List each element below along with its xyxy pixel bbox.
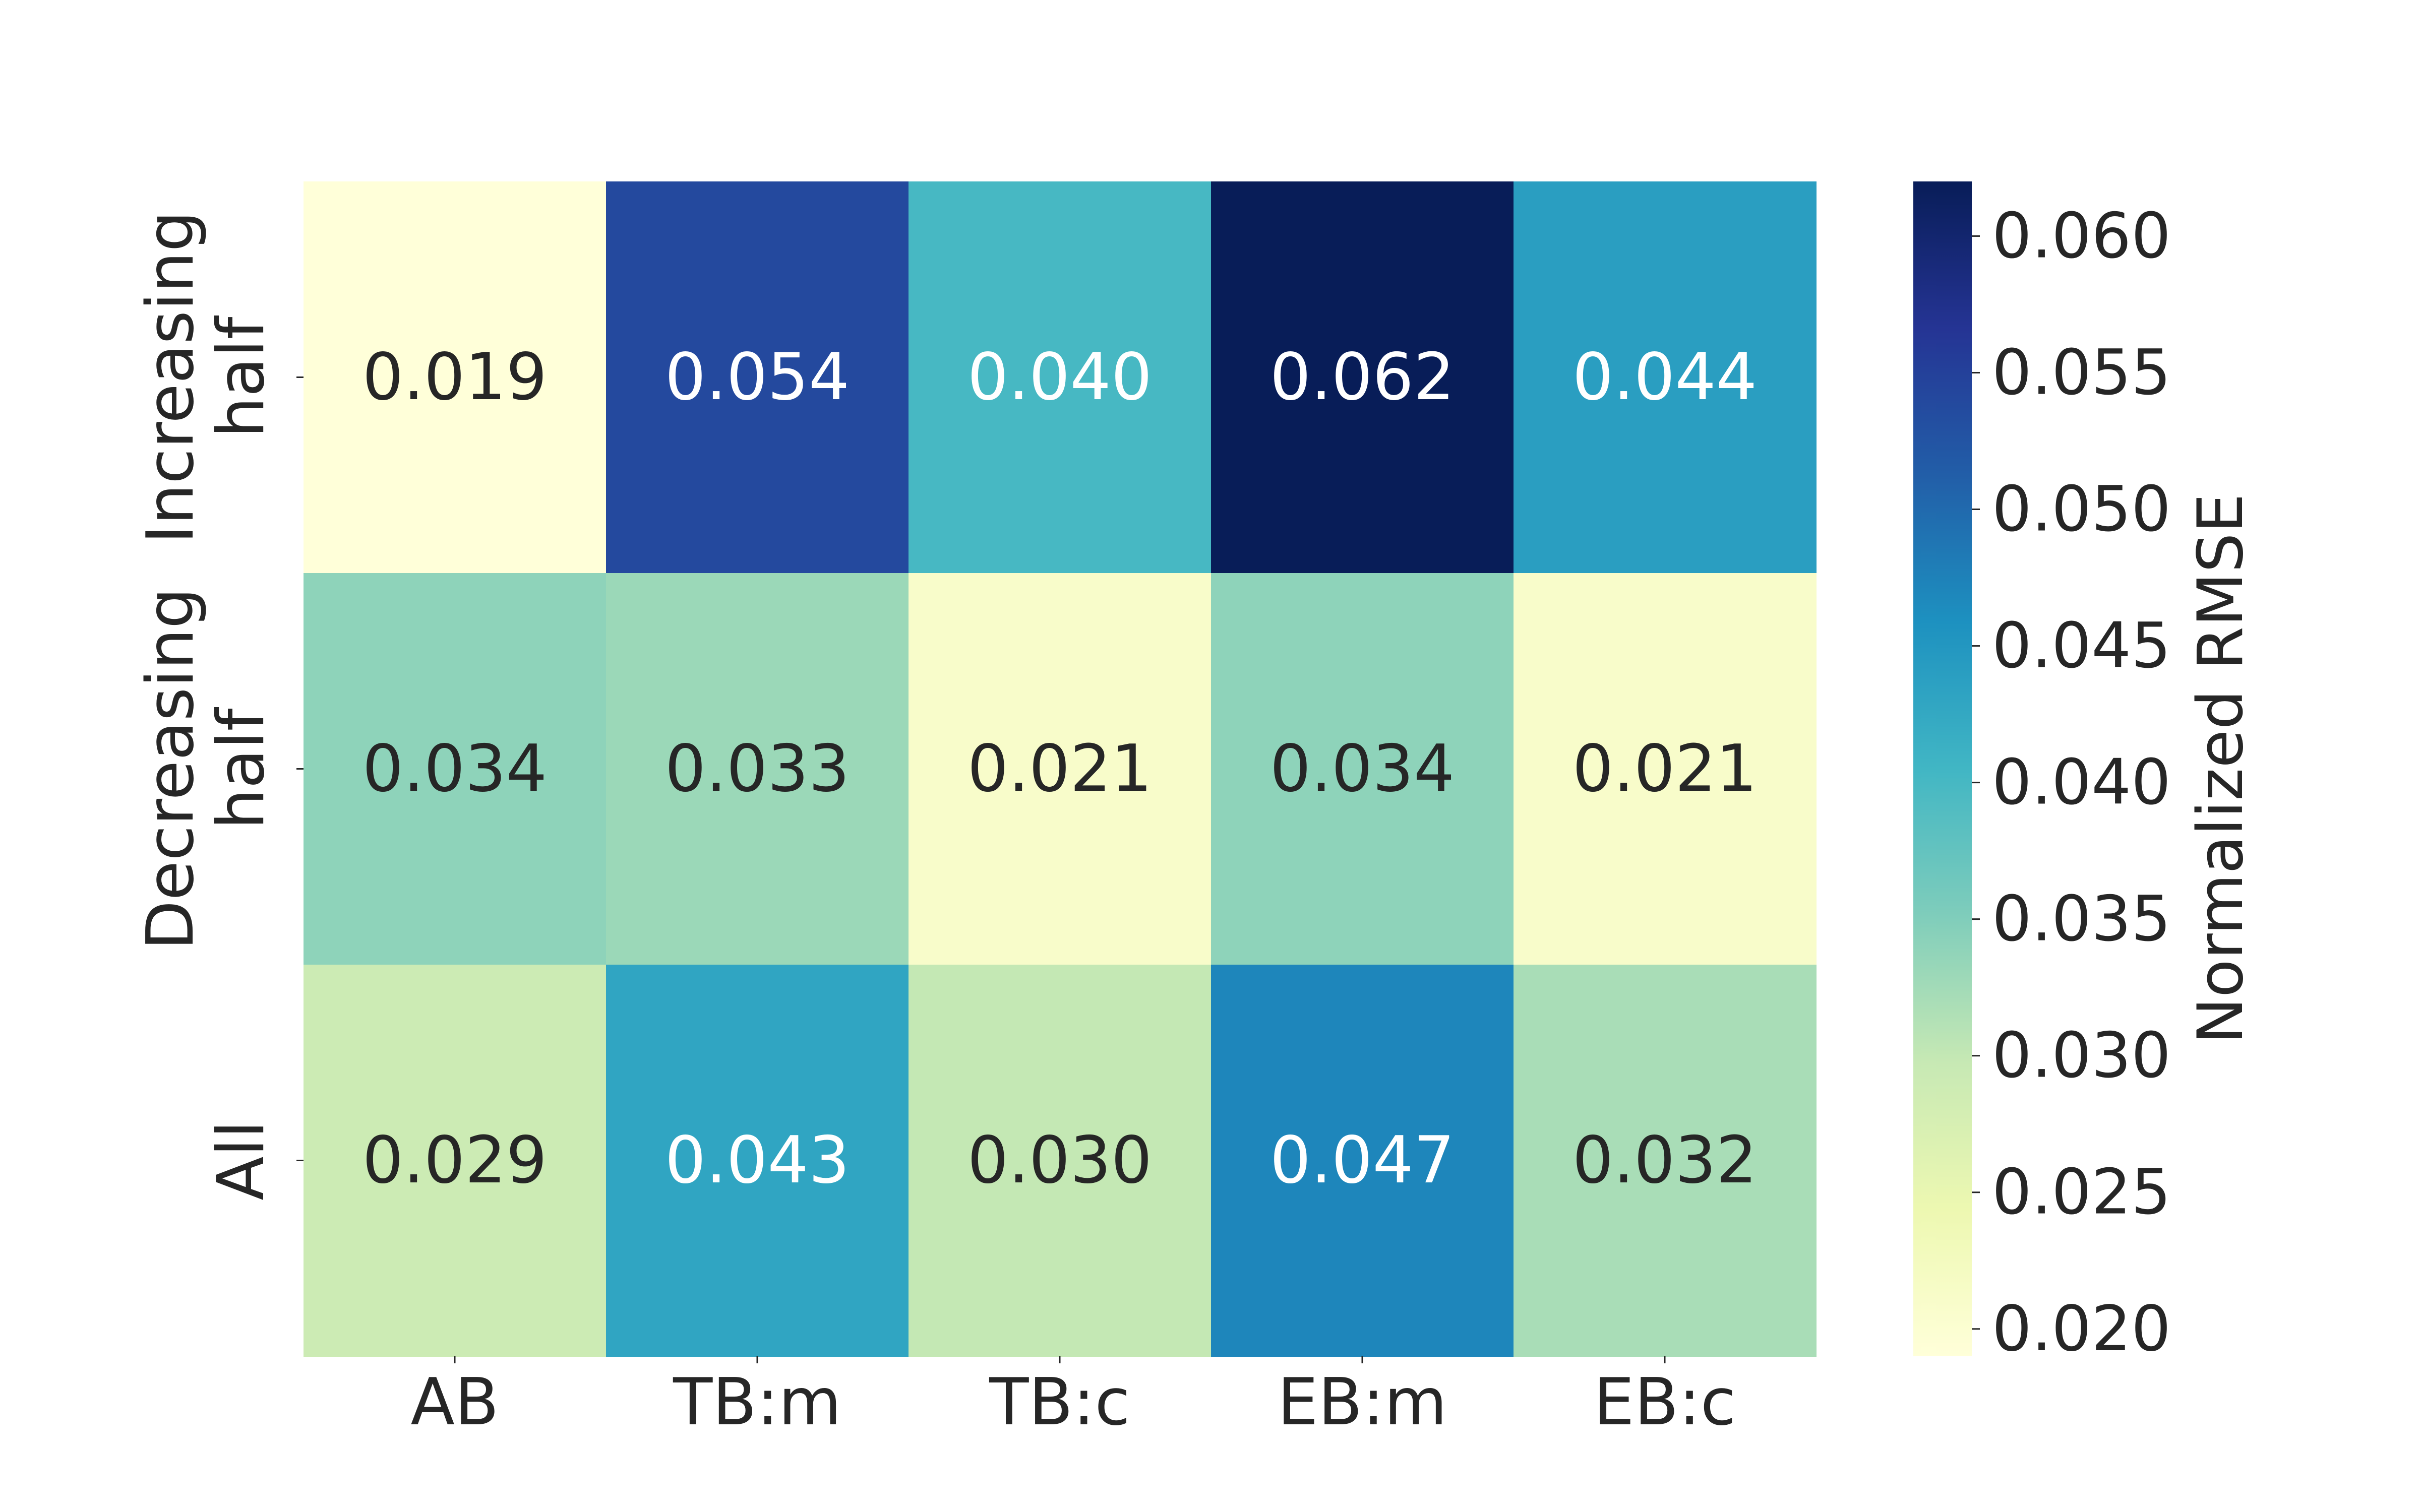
heatmap-cell — [304, 573, 607, 965]
colorbar-label: Normalized RMSE — [2185, 493, 2257, 1044]
heatmap-cell — [606, 965, 909, 1357]
cell-value-label: 0.021 — [967, 731, 1152, 806]
cell-value-label: 0.047 — [1270, 1123, 1455, 1198]
cell-value-label: 0.030 — [967, 1123, 1152, 1198]
y-tick-label: Decreasing — [133, 588, 208, 950]
heatmap-cell — [1514, 181, 1817, 574]
x-tick-label: EB:c — [1594, 1365, 1736, 1440]
colorbar-tick-label: 0.055 — [1992, 336, 2171, 409]
colorbar-tick-label: 0.050 — [1992, 473, 2171, 546]
cell-value-label: 0.021 — [1572, 731, 1757, 806]
colorbar-tick-label: 0.025 — [1992, 1156, 2171, 1229]
x-tick-label: AB — [410, 1365, 499, 1440]
y-tick-label: half — [204, 707, 279, 829]
colorbar-gradient — [1913, 181, 1972, 1356]
colorbar-tick-label: 0.035 — [1992, 883, 2171, 956]
heatmap-cell — [304, 181, 607, 574]
y-tick-label: half — [204, 315, 279, 437]
y-tick-label: All — [204, 1120, 279, 1201]
colorbar-tick-label: 0.020 — [1992, 1293, 2171, 1365]
heatmap-cell — [1514, 573, 1817, 965]
colorbar-tick-label: 0.040 — [1992, 746, 2171, 819]
x-tick-label: EB:m — [1278, 1365, 1447, 1440]
heatmap-cell — [1211, 965, 1514, 1357]
colorbar-tick-label: 0.060 — [1992, 200, 2171, 272]
heatmap-cell — [1211, 573, 1514, 965]
heatmap-cell — [606, 573, 909, 965]
cell-value-label: 0.032 — [1572, 1123, 1757, 1198]
cell-value-label: 0.034 — [1270, 731, 1455, 806]
colorbar-tick-label: 0.045 — [1992, 610, 2171, 682]
cell-value-label: 0.040 — [967, 340, 1152, 415]
y-tick-label: Increasing — [133, 211, 208, 544]
heatmap-cell — [606, 181, 909, 574]
cell-value-label: 0.034 — [362, 731, 547, 806]
colorbar-ticks: 0.020 0.025 0.030 0.035 0.040 0.045 0.050 0.055… — [1972, 200, 2171, 1365]
cell-value-label: 0.019 — [362, 340, 547, 415]
heatmap-cell-labels: 0.019 0.054 0.040 0.062 0.044 0.034 0.033 0.021… — [362, 340, 1757, 1198]
heatmap-cell — [909, 965, 1212, 1357]
colorbar: 0.020 0.025 0.030 0.035 0.040 0.045 0.050 0.055… — [1913, 181, 2257, 1365]
cell-value-label: 0.054 — [665, 340, 850, 415]
heatmap-cells — [304, 181, 1817, 1357]
x-tick-label: TB:c — [989, 1365, 1130, 1440]
heatmap-cell — [1514, 965, 1817, 1357]
heatmap-cell — [304, 965, 607, 1357]
heatmap-cell — [909, 181, 1212, 574]
cell-value-label: 0.062 — [1270, 340, 1455, 415]
cell-value-label: 0.044 — [1572, 340, 1757, 415]
cell-value-label: 0.043 — [665, 1123, 850, 1198]
heatmap-cell — [1211, 181, 1514, 574]
x-axis: AB TB:m TB:c EB:m EB:c — [410, 1356, 1736, 1440]
cell-value-label: 0.033 — [665, 731, 850, 806]
x-tick-label: TB:m — [673, 1365, 841, 1440]
cell-value-label: 0.029 — [362, 1123, 547, 1198]
heatmap-cell — [909, 573, 1212, 965]
colorbar-tick-label: 0.030 — [1992, 1020, 2171, 1092]
